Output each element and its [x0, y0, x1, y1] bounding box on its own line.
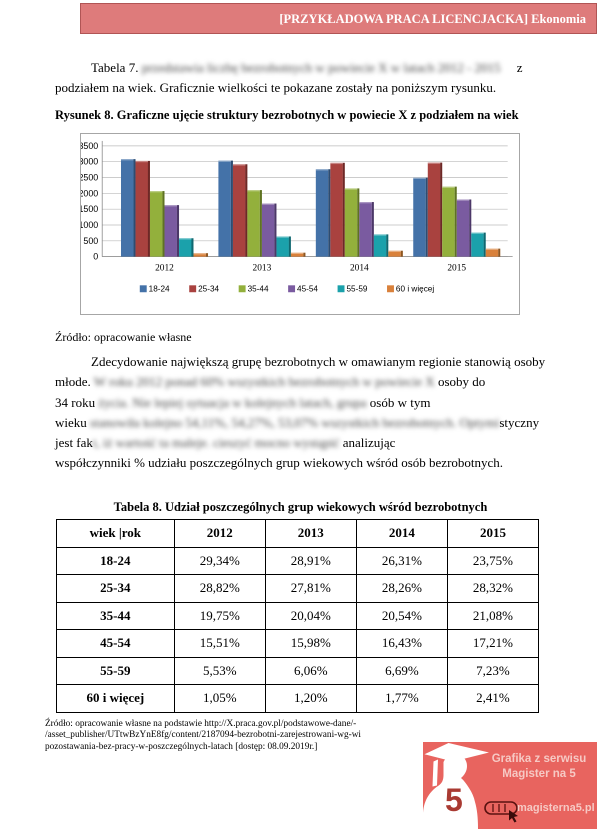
- svg-text:2014: 2014: [350, 263, 369, 273]
- svg-text:3000: 3000: [80, 157, 98, 167]
- svg-text:0: 0: [93, 252, 98, 262]
- svg-text:45-54: 45-54: [297, 285, 318, 294]
- svg-text:500: 500: [83, 236, 98, 246]
- svg-text:60 i więcej: 60 i więcej: [396, 285, 434, 294]
- svg-text:1500: 1500: [80, 204, 98, 214]
- svg-text:2015: 2015: [447, 263, 466, 273]
- svg-text:2012: 2012: [155, 263, 174, 273]
- svg-text:18-24: 18-24: [149, 285, 170, 294]
- svg-text:2013: 2013: [253, 263, 272, 273]
- svg-text:25-34: 25-34: [198, 285, 219, 294]
- svg-text:3500: 3500: [80, 141, 98, 151]
- svg-text:2500: 2500: [80, 172, 98, 182]
- svg-text:1000: 1000: [80, 220, 98, 230]
- svg-text:5: 5: [445, 782, 463, 818]
- svg-text:2000: 2000: [80, 188, 98, 198]
- svg-text:55-59: 55-59: [346, 285, 367, 294]
- svg-text:35-44: 35-44: [248, 285, 269, 294]
